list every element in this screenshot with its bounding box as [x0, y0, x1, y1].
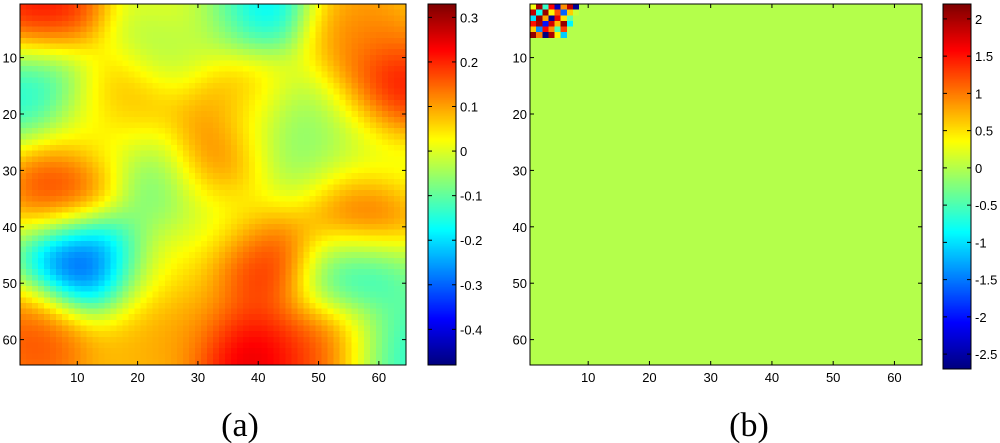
colorbar-tick-label: -1.5 — [975, 273, 997, 288]
y-tick-label: 10 — [513, 51, 527, 66]
panel-a: 10 20 30 40 50 60 10 20 30 40 50 60 0.3 0.2 0.1 0 -0.1 -… — [3, 3, 482, 443]
x-tick-label: 60 — [887, 370, 901, 385]
colorbar-tick-label: 0.1 — [460, 100, 478, 115]
x-tick-label: 40 — [765, 370, 779, 385]
y-tick-label: 30 — [513, 163, 527, 178]
x-tick-label: 20 — [130, 370, 144, 385]
colorbar-tick-label: 0 — [975, 161, 982, 176]
x-tick-label: 50 — [311, 370, 325, 385]
x-tick-label: 60 — [372, 370, 386, 385]
caption-b: (b) — [729, 407, 769, 443]
x-tick-label: 10 — [581, 370, 595, 385]
x-tick-label: 10 — [70, 370, 84, 385]
heatmap-a-frame — [19, 3, 407, 366]
colorbar-tick-label: 2 — [975, 12, 982, 27]
colorbar-tick-label: -1 — [975, 235, 987, 250]
colorbar-tick-label: -2.5 — [975, 347, 997, 362]
colorbar-tick-label: -2 — [975, 310, 987, 325]
x-tick-label: 30 — [191, 370, 205, 385]
heatmap-b-ticks: 10 20 30 40 50 60 10 20 30 40 50 60 — [513, 4, 922, 385]
heatmap-a-image — [20, 4, 406, 365]
y-tick-label: 10 — [3, 51, 17, 66]
y-tick-label: 40 — [513, 220, 527, 235]
y-tick-label: 60 — [513, 333, 527, 348]
colorbar-tick-label: -0.1 — [460, 189, 482, 204]
colorbar-tick-label: 1.5 — [975, 49, 993, 64]
y-tick-label: 50 — [513, 276, 527, 291]
x-tick-label: 40 — [251, 370, 265, 385]
y-tick-label: 20 — [3, 107, 17, 122]
colorbar-a-ticks: 0.3 0.2 0.1 0 -0.1 -0.2 -0.3 -0.4 — [428, 10, 482, 337]
heatmap-b-image — [530, 4, 922, 365]
colorbar-tick-label: 0 — [460, 144, 467, 159]
heatmap-b-frame — [529, 3, 923, 366]
colorbar-tick-label: 1 — [975, 86, 982, 101]
colorbar-b-ticks: 2 1.5 1 0.5 0 -0.5 -1 -1.5 -2 -2.5 — [943, 12, 997, 362]
y-tick-label: 60 — [3, 333, 17, 348]
y-tick-label: 40 — [3, 220, 17, 235]
x-tick-label: 50 — [826, 370, 840, 385]
colorbar-b-frame — [942, 3, 972, 370]
panel-b: 10 20 30 40 50 60 10 20 30 40 50 60 2 1.5 1 0.5 0 -0.5 -1… — [513, 3, 997, 443]
colorbar-tick-label: 0.2 — [460, 55, 478, 70]
colorbar-tick-label: 0.5 — [975, 124, 993, 139]
colorbar-tick-label: -0.3 — [460, 278, 482, 293]
colorbar-tick-label: -0.2 — [460, 233, 482, 248]
colorbar-a-image — [428, 4, 456, 365]
colorbar-tick-label: -0.5 — [975, 198, 997, 213]
y-tick-label: 50 — [3, 276, 17, 291]
colorbar-tick-label: 0.3 — [460, 10, 478, 25]
y-tick-label: 20 — [513, 107, 527, 122]
colorbar-b-image — [943, 4, 971, 369]
x-tick-label: 20 — [642, 370, 656, 385]
y-tick-label: 30 — [3, 163, 17, 178]
colorbar-tick-label: -0.4 — [460, 322, 482, 337]
x-tick-label: 30 — [703, 370, 717, 385]
caption-a: (a) — [221, 407, 259, 443]
colorbar-a-frame — [427, 3, 457, 366]
heatmap-a-ticks: 10 20 30 40 50 60 10 20 30 40 50 60 — [3, 4, 406, 385]
